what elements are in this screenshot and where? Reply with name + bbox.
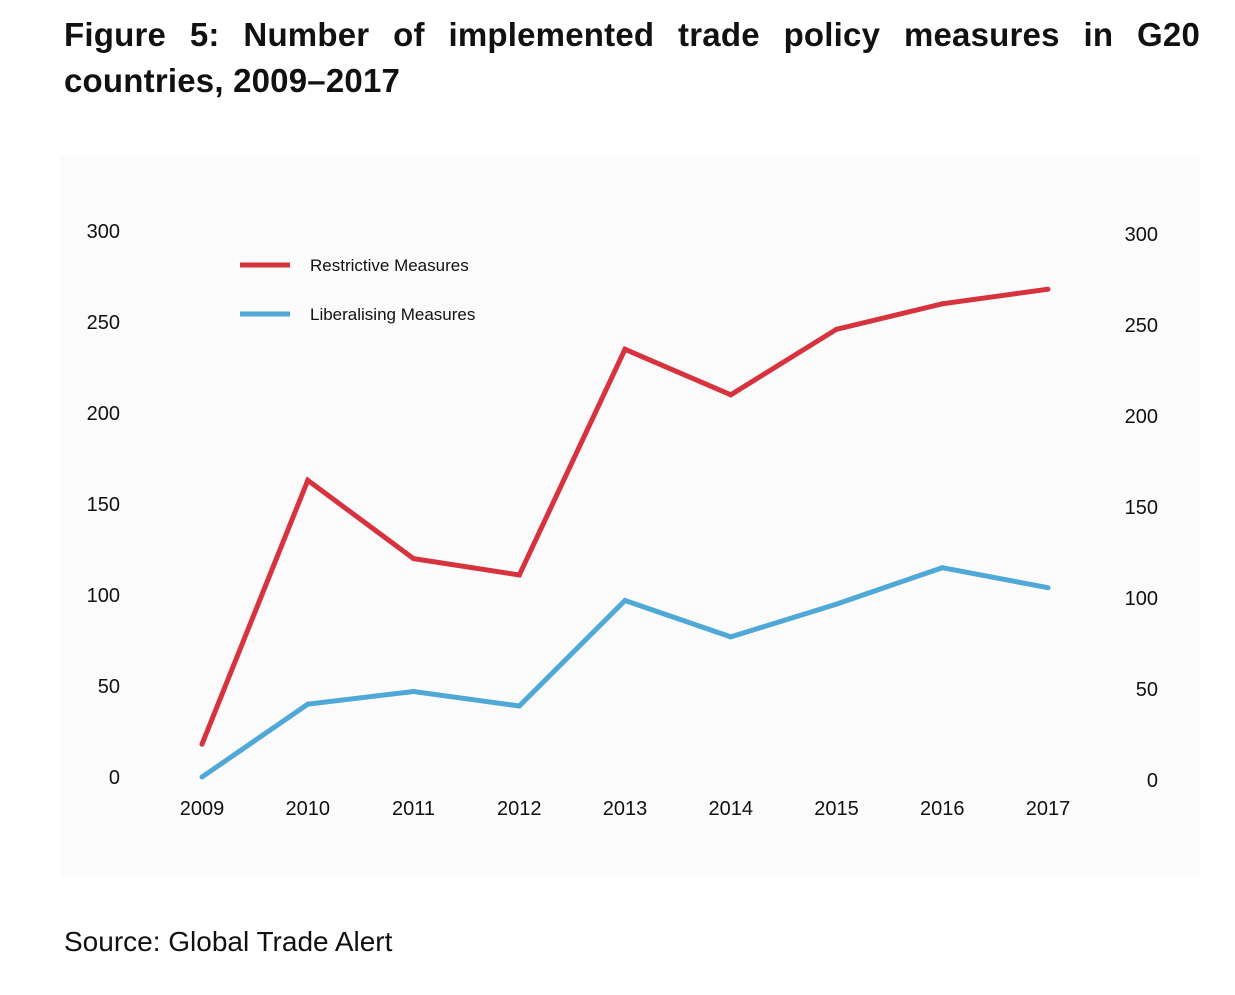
- x-tick-label: 2012: [497, 798, 542, 820]
- figure-title: Figure 5: Number of implemented trade po…: [64, 16, 1200, 99]
- data-point: [411, 556, 416, 562]
- source-note: Source: Global Trade Alert: [64, 926, 393, 957]
- x-tick-label: 2013: [603, 798, 648, 820]
- data-point: [516, 572, 522, 578]
- y-tick-label-left: 100: [87, 585, 120, 607]
- x-axis: 2009 2010 2011 2012 2013 2014 2015 2016 2017: [180, 798, 1071, 820]
- line-chart: 0 50 100 150 200 250 300 0 50 100 150 200 250 300 20…: [87, 221, 1158, 820]
- x-tick-label: 2014: [709, 798, 754, 820]
- y-tick-label-left: 50: [98, 676, 120, 698]
- series-lines: [199, 286, 1051, 780]
- legend: Restrictive Measures Liberalising Measure…: [240, 256, 475, 324]
- y-axis-right: 0 50 100 150 200 250 300: [1125, 224, 1158, 792]
- x-tick-label: 2011: [392, 798, 435, 820]
- y-tick-label-right: 100: [1125, 588, 1158, 610]
- series-line-restrictive-measures: [199, 286, 1049, 746]
- data-point: [939, 565, 945, 571]
- legend-label: Restrictive Measures: [310, 256, 469, 275]
- data-point: [1045, 286, 1051, 292]
- y-tick-label-right: 150: [1125, 497, 1158, 519]
- y-tick-label-left: 200: [87, 403, 120, 425]
- x-tick-label: 2016: [920, 798, 965, 820]
- data-point: [1045, 585, 1051, 591]
- data-point: [411, 688, 416, 694]
- y-tick-label-right: 50: [1136, 679, 1158, 701]
- data-point: [622, 597, 628, 603]
- legend-label: Liberalising Measures: [310, 305, 475, 324]
- chart-panel: 0 50 100 150 200 250 300 0 50 100 150 200 250 300 20…: [60, 155, 1200, 875]
- data-point: [622, 346, 628, 352]
- y-tick-label-right: 0: [1147, 770, 1158, 792]
- y-tick-label-right: 250: [1125, 315, 1158, 337]
- y-tick-label-left: 300: [87, 221, 120, 243]
- data-point: [834, 601, 839, 607]
- data-point: [199, 741, 205, 747]
- y-tick-label-right: 300: [1125, 224, 1158, 246]
- data-point: [199, 774, 205, 780]
- y-tick-label-right: 200: [1125, 406, 1158, 428]
- x-tick-label: 2015: [814, 798, 859, 820]
- data-point: [305, 701, 311, 707]
- data-point: [516, 703, 522, 709]
- y-axis-left: 0 50 100 150 200 250 300: [87, 221, 120, 789]
- data-point: [834, 326, 839, 332]
- x-tick-label: 2017: [1026, 798, 1071, 820]
- x-tick-label: 2009: [180, 798, 225, 820]
- y-tick-label-left: 250: [87, 312, 120, 334]
- data-point: [305, 477, 311, 483]
- data-point: [939, 301, 945, 307]
- y-tick-label-left: 0: [109, 767, 120, 789]
- data-point: [728, 634, 734, 640]
- y-tick-label-left: 150: [87, 494, 120, 516]
- data-point: [728, 392, 734, 398]
- x-tick-label: 2010: [286, 798, 331, 820]
